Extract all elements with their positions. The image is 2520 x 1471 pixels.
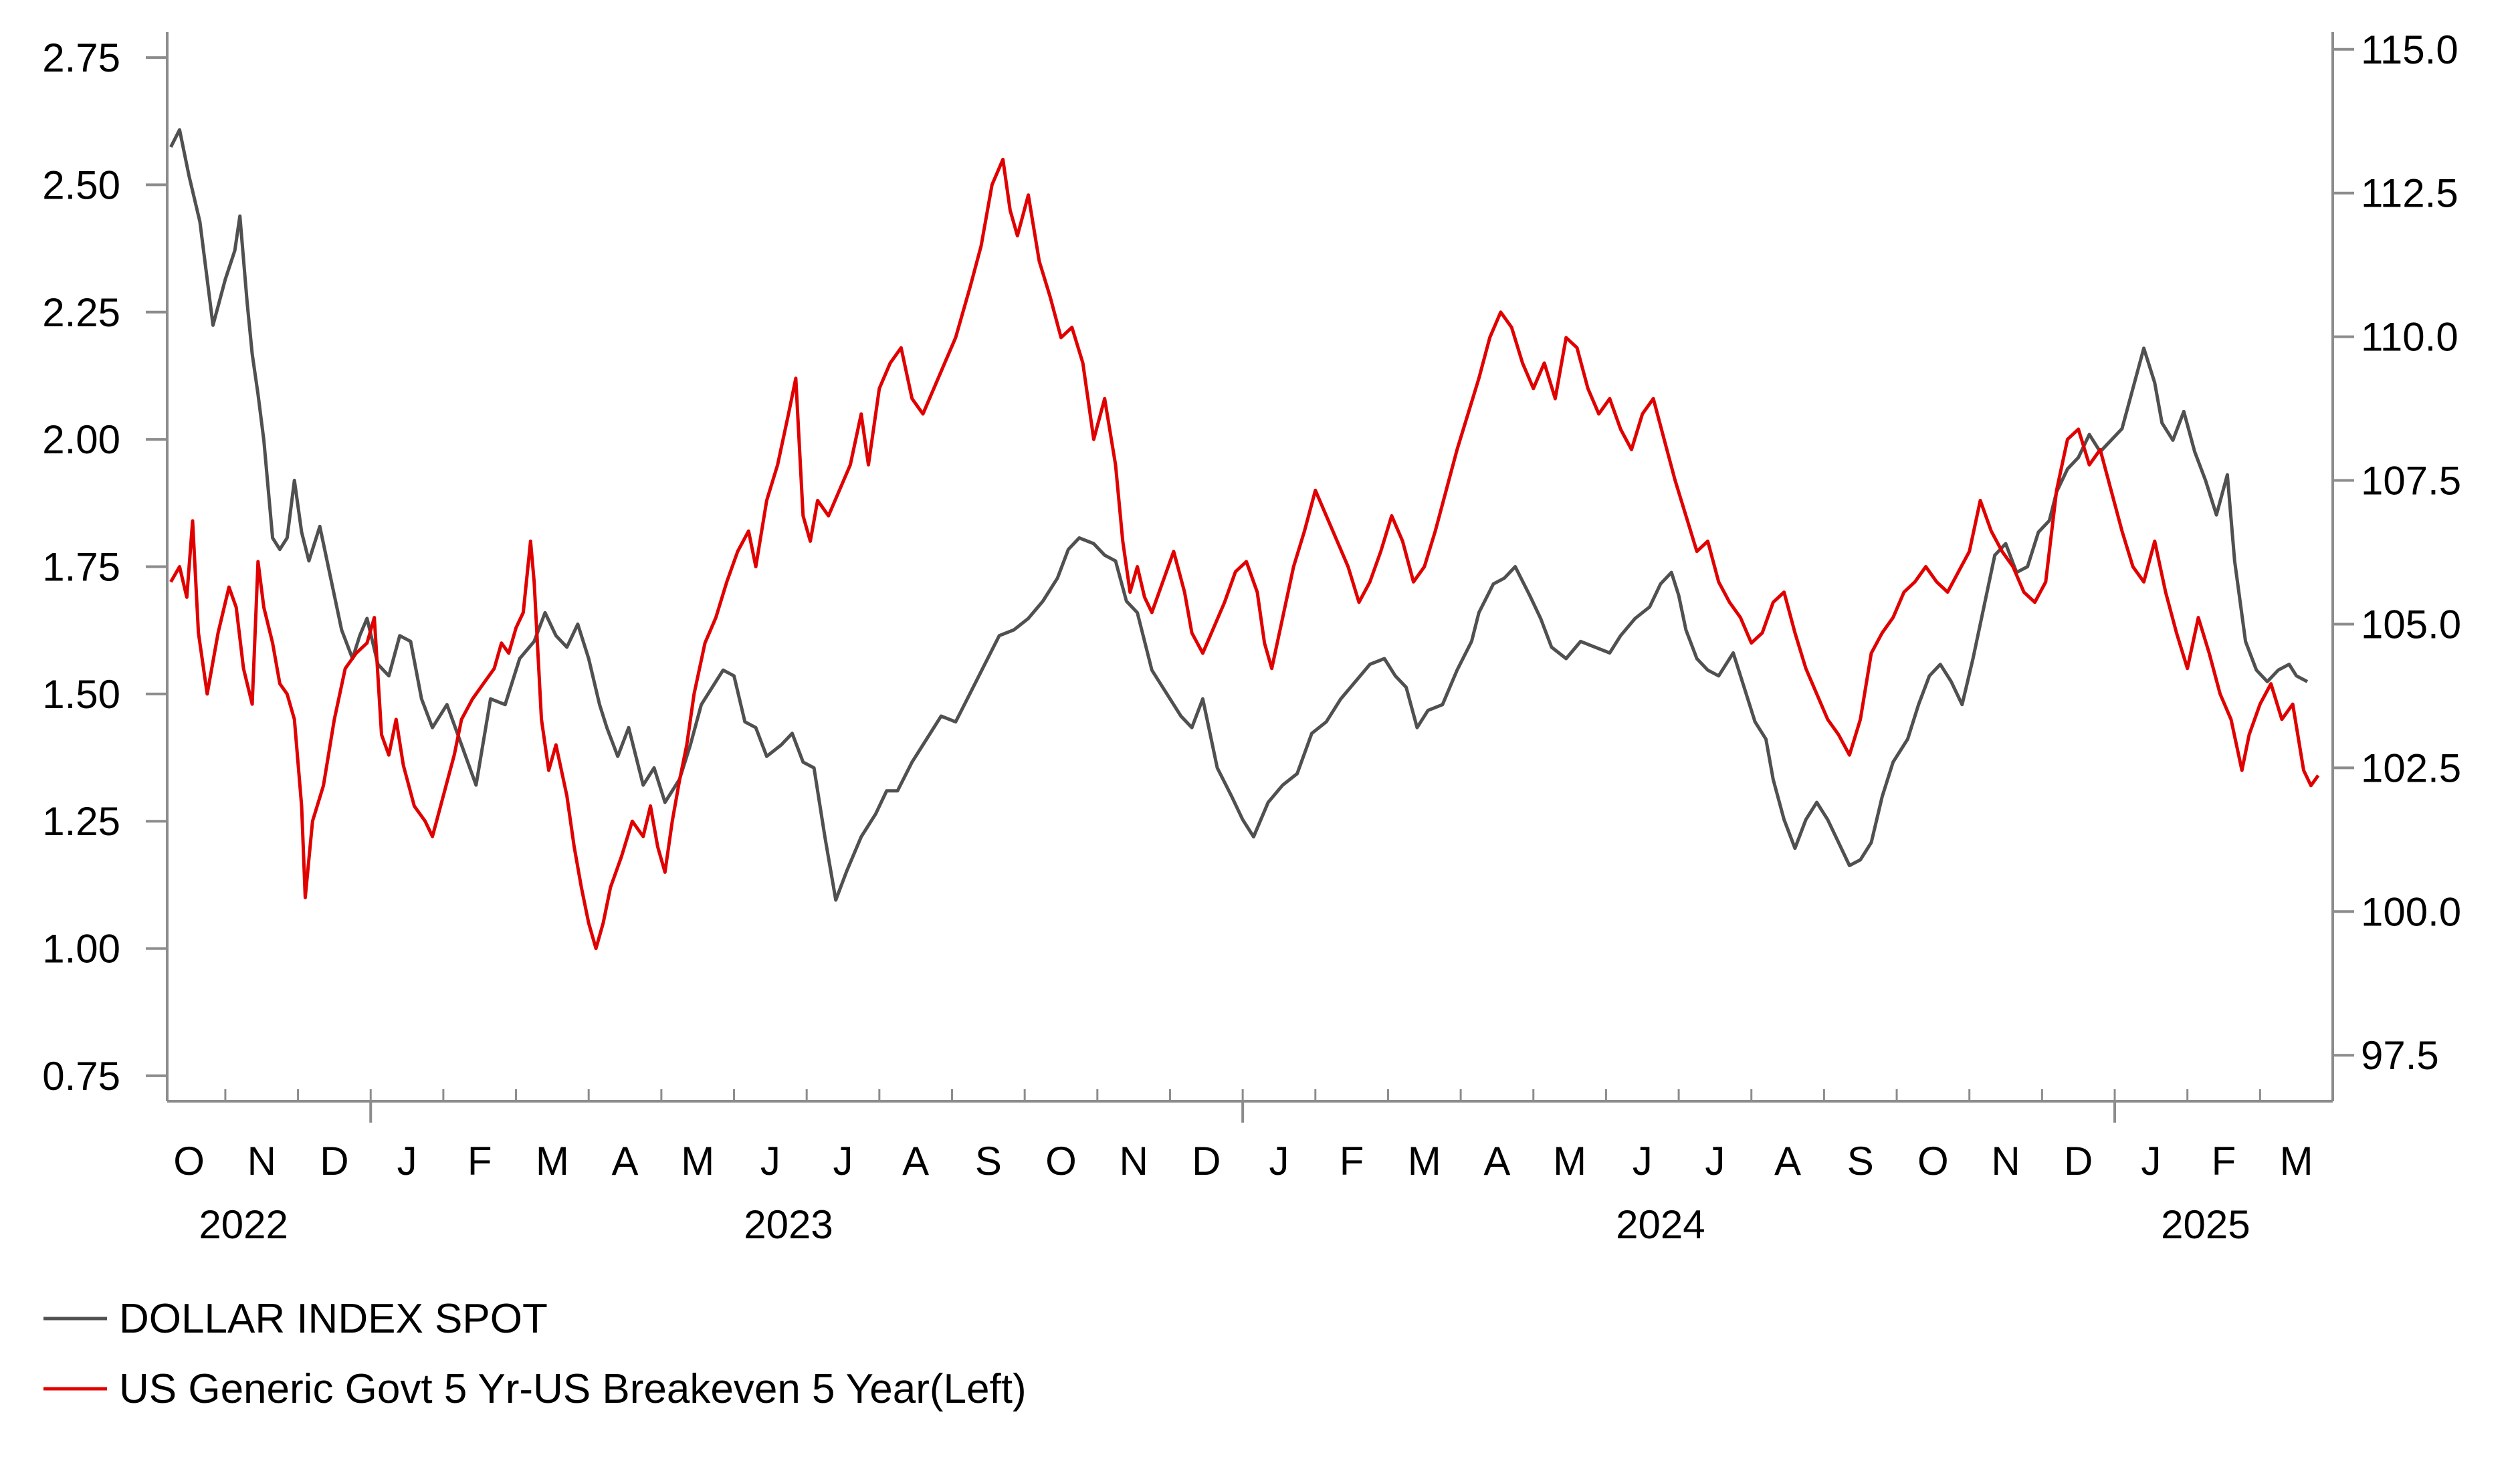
month-label: D	[2064, 1139, 2093, 1183]
left-tick-label: 2.25	[42, 290, 120, 335]
month-label: M	[2280, 1139, 2313, 1183]
month-label: J	[397, 1139, 417, 1183]
legend-label-breakeven: US Generic Govt 5 Yr-US Breakeven 5 Year…	[119, 1366, 1027, 1412]
right-tick-label: 107.5	[2361, 459, 2461, 503]
month-label: M	[1408, 1139, 1441, 1183]
right-tick-label: 112.5	[2361, 171, 2458, 216]
month-label: O	[1045, 1139, 1077, 1183]
left-tick-label: 1.75	[42, 545, 120, 590]
legend: DOLLAR INDEX SPOT US Generic Govt 5 Yr-U…	[43, 1296, 1027, 1412]
month-label: O	[1917, 1139, 1949, 1183]
year-label: 2022	[199, 1202, 288, 1247]
month-label: N	[1119, 1139, 1148, 1183]
month-label: J	[1633, 1139, 1653, 1183]
month-label: F	[2212, 1139, 2236, 1183]
right-tick-label: 97.5	[2361, 1033, 2439, 1078]
left-tick-label: 2.50	[42, 162, 120, 207]
year-label: 2023	[744, 1202, 833, 1247]
month-label: J	[2141, 1139, 2161, 1183]
left-tick-label: 2.00	[42, 417, 120, 462]
month-label: D	[320, 1139, 348, 1183]
series-line-breakeven	[169, 157, 2320, 951]
month-label: A	[1483, 1139, 1510, 1183]
series-line-dollar-index	[169, 128, 2309, 902]
series-layer	[169, 128, 2320, 951]
right-tick-label: 110.0	[2361, 315, 2458, 360]
month-label: N	[247, 1139, 276, 1183]
year-label: 2024	[1616, 1202, 1705, 1247]
left-tick-label: 1.00	[42, 927, 120, 972]
month-label: O	[173, 1139, 205, 1183]
right-tick-label: 102.5	[2361, 746, 2461, 790]
right-tick-label: 100.0	[2361, 889, 2461, 934]
month-label: M	[681, 1139, 714, 1183]
month-label: S	[975, 1139, 1002, 1183]
month-label: D	[1192, 1139, 1221, 1183]
right-axis: 97.5 100.0 102.5 105.0 107.5 110.0 112.5 115.0	[2333, 27, 2461, 1078]
right-tick-label: 115.0	[2361, 27, 2458, 72]
month-label: M	[536, 1139, 569, 1183]
month-label: J	[833, 1139, 853, 1183]
month-label: A	[902, 1139, 929, 1183]
month-label: M	[1553, 1139, 1586, 1183]
month-label: A	[612, 1139, 639, 1183]
month-label: F	[1340, 1139, 1364, 1183]
month-label: S	[1847, 1139, 1874, 1183]
left-tick-label: 1.25	[42, 799, 120, 844]
left-tick-label: 1.50	[42, 672, 120, 717]
left-axis: 0.75 1.00 1.25 1.50 1.75 2.00 2.25 2.50 2.75	[42, 35, 167, 1099]
month-label: F	[467, 1139, 492, 1183]
right-tick-label: 105.0	[2361, 602, 2461, 647]
year-label: 2025	[2161, 1202, 2250, 1247]
month-label: N	[1991, 1139, 2020, 1183]
left-tick-label: 2.75	[42, 35, 120, 80]
month-label: A	[1774, 1139, 1801, 1183]
month-label: J	[1269, 1139, 1289, 1183]
month-label: J	[1705, 1139, 1725, 1183]
left-tick-label: 0.75	[42, 1054, 120, 1099]
legend-label-dollar-index: DOLLAR INDEX SPOT	[119, 1296, 548, 1342]
plot-frame	[166, 32, 2334, 1103]
month-label: J	[760, 1139, 780, 1183]
